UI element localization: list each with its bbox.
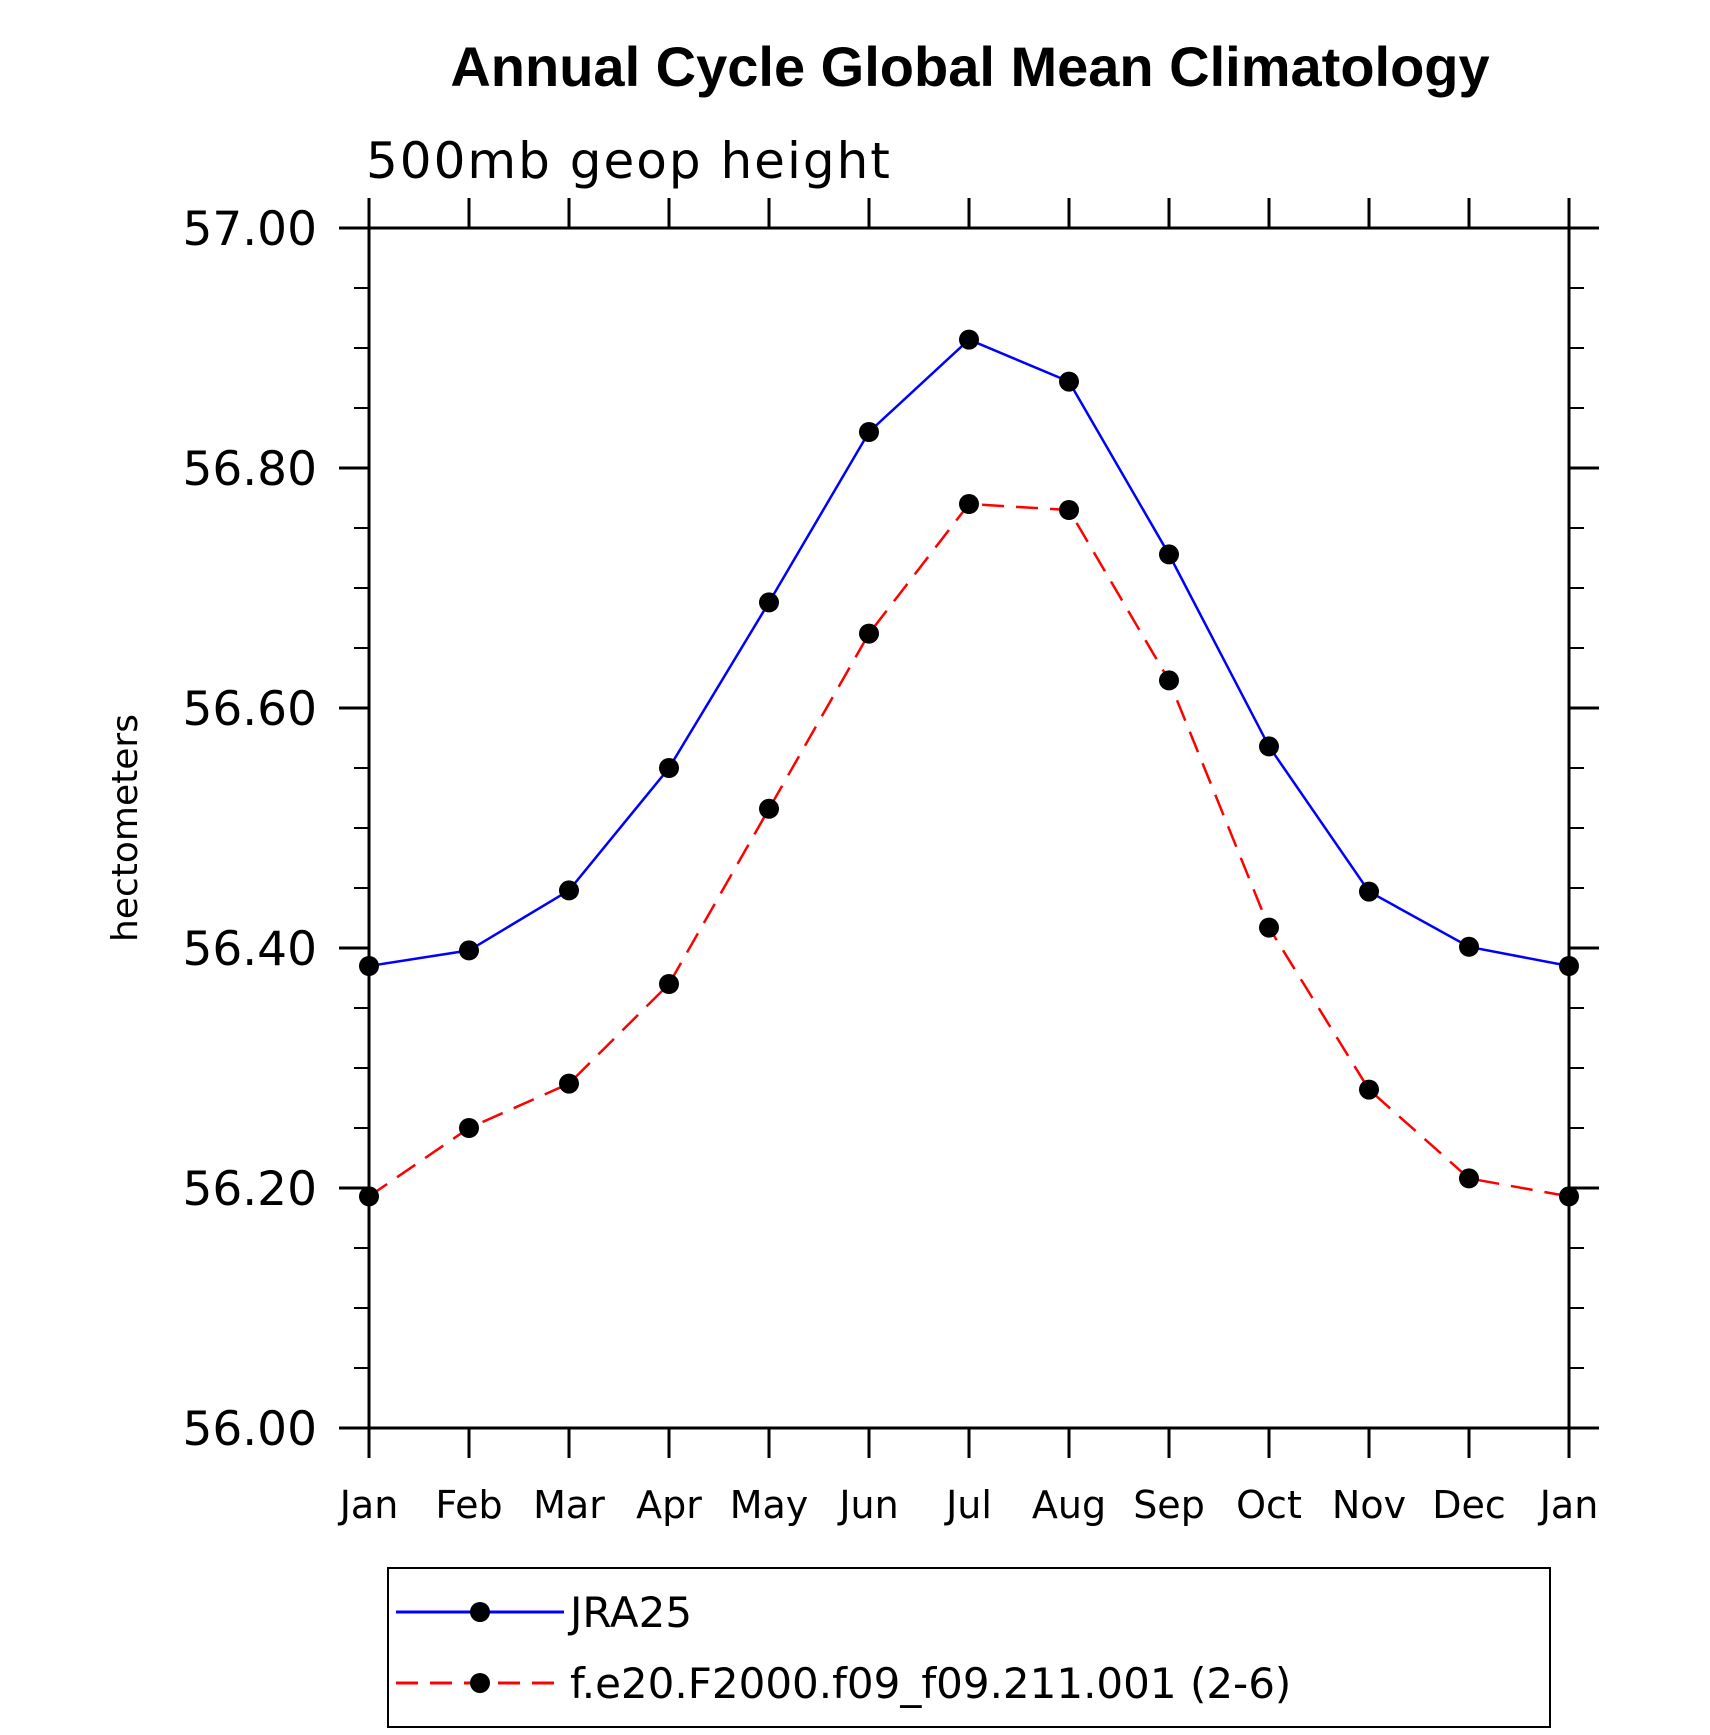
data-point [1559, 1186, 1579, 1207]
data-point [359, 956, 379, 976]
y-tick-label: 56.60 [182, 682, 317, 737]
legend-marker-model [470, 1673, 490, 1693]
data-point [1159, 670, 1179, 691]
data-point [1059, 371, 1079, 392]
data-point [759, 798, 779, 819]
data-point [1359, 1079, 1379, 1100]
y-tick-label: 56.00 [182, 1402, 317, 1457]
data-point [1459, 1168, 1479, 1189]
chart-title: Annual Cycle Global Mean Climatology [450, 35, 1489, 98]
data-point [1459, 936, 1479, 957]
legend-label-jra25: JRA25 [567, 1588, 692, 1637]
x-tick-label: Apr [636, 1483, 702, 1527]
data-point [559, 1073, 579, 1094]
data-point [659, 758, 679, 778]
x-tick-labels: Jan Feb Mar Apr May Jun Jul Aug Sep Oct Nov Dec Jan [338, 1483, 1599, 1527]
y-tick-labels: 56.00 56.20 56.40 56.60 56.80 57.00 [182, 202, 317, 1457]
data-point [559, 880, 579, 901]
data-point [859, 623, 879, 644]
data-point [959, 329, 979, 350]
x-tick-label: Jan [338, 1483, 399, 1527]
x-tick-label: May [730, 1483, 809, 1527]
y-tick-label: 56.20 [182, 1162, 317, 1217]
chart-subtitle: 500mb geop height [366, 132, 892, 190]
y-tick-label: 56.80 [182, 442, 317, 497]
y-tick-label: 56.40 [182, 922, 317, 977]
data-point [459, 1118, 479, 1138]
legend: JRA25 f.e20.F2000.f09_f09.211.001 (2-6) [387, 1567, 1551, 1728]
data-point [659, 974, 679, 994]
data-point [1559, 956, 1579, 976]
y-major-ticks [339, 226, 1599, 1430]
x-tick-label: Dec [1432, 1483, 1506, 1527]
series-layer [359, 329, 1579, 1207]
x-tick-label: Oct [1236, 1483, 1302, 1527]
series-1 [359, 494, 1579, 1207]
x-tick-label: Jul [944, 1483, 992, 1527]
x-ticks [367, 198, 1571, 1458]
x-tick-label: Nov [1332, 1483, 1406, 1527]
x-tick-label: Jun [837, 1483, 898, 1527]
plot-frame [367, 226, 1571, 1430]
data-point [1059, 500, 1079, 520]
x-tick-label: Jan [1538, 1483, 1599, 1527]
x-tick-label: Sep [1133, 1483, 1205, 1527]
data-point [1159, 544, 1179, 565]
data-point [959, 494, 979, 514]
series-0 [359, 329, 1579, 976]
legend-box [387, 1567, 1551, 1728]
x-tick-label: Mar [533, 1483, 605, 1527]
y-axis-label: hectometers [105, 714, 146, 942]
data-point [359, 1186, 379, 1207]
data-point [459, 940, 479, 961]
data-point [1259, 917, 1279, 938]
y-tick-label: 57.00 [182, 202, 317, 257]
data-point [1259, 736, 1279, 757]
data-point [1359, 881, 1379, 902]
data-point [759, 592, 779, 613]
y-minor-ticks [354, 287, 1584, 1369]
x-tick-label: Feb [435, 1483, 502, 1527]
legend-label-model: f.e20.F2000.f09_f09.211.001 (2-6) [570, 1659, 1291, 1708]
data-point [859, 422, 879, 442]
x-tick-label: Aug [1032, 1483, 1106, 1527]
legend-marker-jra25 [470, 1602, 490, 1622]
